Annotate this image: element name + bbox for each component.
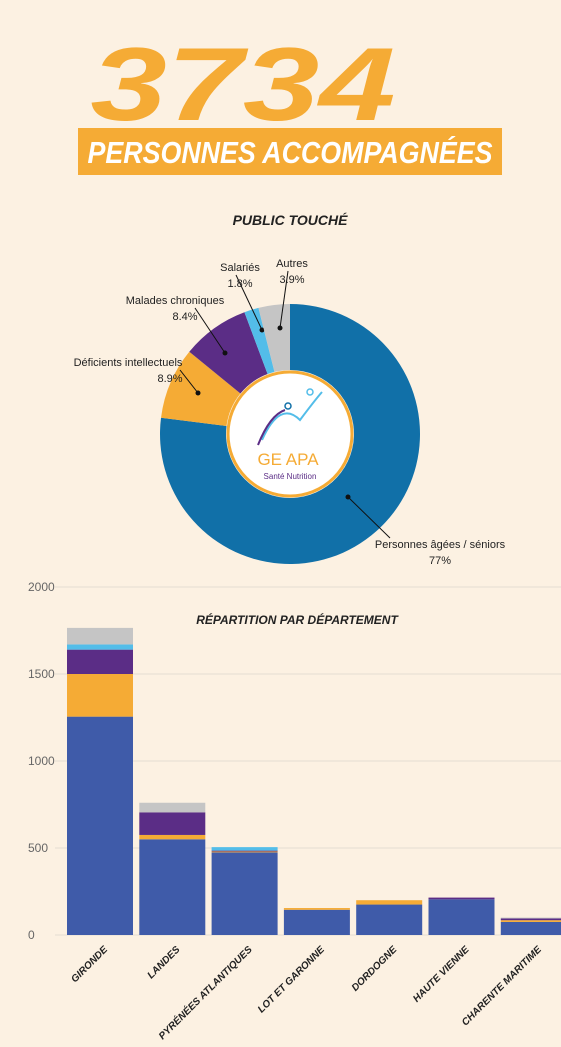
donut: Personnes âgées / séniors 77% Déficients i… <box>74 258 506 567</box>
bar-segment <box>139 802 206 813</box>
bar-segment <box>67 627 133 645</box>
bar-segment <box>67 674 133 717</box>
y-tick-label: 500 <box>28 841 48 855</box>
bar-segment <box>428 897 495 900</box>
banner <box>78 128 502 175</box>
slice-label: Salariés <box>220 262 260 274</box>
logo-figure <box>261 391 323 441</box>
bar-segment <box>139 812 206 835</box>
logo-figure <box>257 409 286 446</box>
slice-value: 3.9% <box>279 274 304 286</box>
donut-slice <box>244 307 275 375</box>
leader-dot <box>277 325 283 331</box>
y-tick-label: 1000 <box>28 754 55 768</box>
slice-label: Autres <box>276 258 308 270</box>
bar-segment <box>428 899 495 935</box>
leader-dot <box>222 350 228 356</box>
slice-label: Déficients intellectuels <box>74 357 183 369</box>
bar-segment <box>500 921 561 935</box>
logo-circle <box>226 370 354 498</box>
leader-line <box>279 270 289 329</box>
bar-segment <box>500 918 561 921</box>
headline-number: 3734 <box>91 27 396 143</box>
slice-value: 8.4% <box>172 311 197 323</box>
bar-segment <box>67 649 133 674</box>
donut-slice <box>189 312 268 394</box>
bar-segment <box>283 908 350 910</box>
headline-subtitle: PERSONNES ACCOMPAGNÉES <box>88 135 493 170</box>
bar-segment <box>211 852 278 935</box>
bar-segment <box>500 920 561 922</box>
slice-value: 8.9% <box>157 373 182 385</box>
bar-segment <box>356 904 423 935</box>
donut-title: PUBLIC TOUCHÉ <box>233 212 349 228</box>
slice-value: 77% <box>429 555 451 567</box>
bar-segment <box>211 850 278 852</box>
donut-slice <box>159 304 421 565</box>
bar-segment <box>211 851 278 853</box>
bar-segment <box>67 716 133 935</box>
bar-segment <box>500 917 561 919</box>
bar-title: RÉPARTITION PAR DÉPARTEMENT <box>196 612 399 627</box>
logo: GE APA Santé Nutrition <box>226 370 354 498</box>
logo-head <box>306 388 314 396</box>
logo-head <box>284 402 292 410</box>
logo-tagline: Santé Nutrition <box>264 472 317 481</box>
bar-segment <box>139 839 206 935</box>
leader-line <box>347 496 391 539</box>
donut-slice <box>258 304 290 372</box>
slice-label: Malades chroniques <box>126 295 225 307</box>
leader-line <box>194 307 226 354</box>
bar-segment <box>67 644 133 650</box>
leader-line <box>179 369 199 394</box>
leader-dot <box>259 327 265 333</box>
bar-segment <box>211 847 278 851</box>
logo-name: GE APA <box>257 450 319 469</box>
bar-segment <box>139 834 206 840</box>
leader-dot <box>195 390 201 396</box>
leader-dot <box>345 494 351 500</box>
bar-segment <box>283 909 350 935</box>
y-tick-label: 2000 <box>28 580 55 594</box>
y-tick-label: 1500 <box>28 667 55 681</box>
slice-value: 1.8% <box>227 278 252 290</box>
y-tick-label: 0 <box>28 928 35 942</box>
bar-segment <box>356 900 423 905</box>
slice-label: Personnes âgées / séniors <box>375 539 506 551</box>
leader-line <box>235 274 263 331</box>
